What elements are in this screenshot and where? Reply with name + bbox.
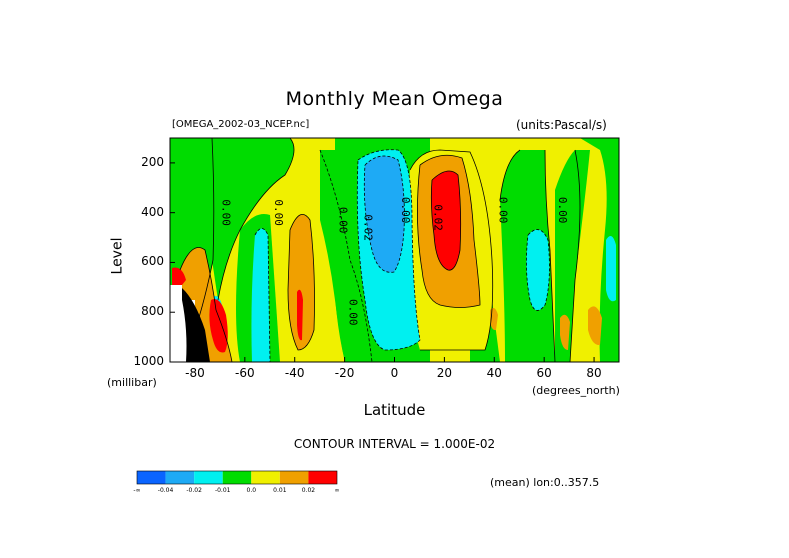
x-tick-label: 40 [486, 366, 502, 380]
colorbar-label: -0.01 [215, 487, 231, 494]
tick-marks [170, 162, 595, 363]
colorbar-frame [136, 470, 338, 485]
y-tick-label: 600 [141, 254, 164, 269]
colorbar: -∞ -0.04 -0.02 -0.01 0.0 0.01 0.02 ∞ [133, 470, 340, 494]
contour-label: 0.00 [496, 197, 509, 224]
file-label: [OMEGA_2002-03_NCEP.nc] [172, 119, 310, 130]
contour-region [555, 150, 590, 362]
x-axis-label: Latitude [363, 401, 426, 419]
contour-interval-label: CONTOUR INTERVAL = 1.000E-02 [293, 437, 496, 451]
contour-region [172, 267, 186, 290]
contour-fill-layer [170, 138, 619, 362]
chart-title: Monthly Mean Omega [285, 88, 504, 110]
colorbar-label: 0.02 [302, 487, 316, 494]
contour-labels: 0.00 0.00 0.00 0.02 0.00 0.02 0.00 0.00 0.00 [219, 197, 569, 326]
contour-region [560, 314, 570, 350]
contour-region [195, 138, 294, 300]
x-tick-label: -40 [284, 366, 305, 380]
y-axis-unit: (millibar) [107, 376, 157, 389]
x-tick-label: 20 [436, 366, 453, 380]
contour-region [364, 156, 405, 273]
units-label: (units:Pascal/s) [516, 118, 607, 132]
y-tick-label: 200 [141, 154, 164, 169]
colorbar-swatch [308, 471, 337, 484]
contour-region [431, 171, 461, 271]
contour-region [251, 228, 270, 362]
contour-region [288, 214, 315, 350]
x-tick-label: 80 [586, 366, 602, 380]
contour-label: 0.00 [337, 207, 350, 234]
contour-label: 0.02 [362, 214, 375, 241]
contour-region [588, 306, 602, 346]
y-tick-label: 800 [141, 304, 164, 319]
colorbar-swatch [165, 471, 195, 484]
x-tick-label: 60 [536, 366, 552, 380]
colorbar-label: 0.0 [247, 487, 257, 494]
terrain-block [182, 288, 210, 362]
colorbar-swatch [251, 471, 280, 484]
contour-region [209, 299, 228, 353]
contour-region [297, 289, 303, 341]
contour-label: 0.00 [347, 299, 360, 326]
y-tick-label: 1000 [133, 354, 164, 368]
contour-label: 0.00 [399, 197, 412, 224]
contour-region [526, 229, 550, 311]
x-axis-unit: (degrees_north) [532, 384, 620, 397]
contour-label: 0.00 [219, 199, 232, 226]
x-tick-label: -20 [334, 366, 355, 380]
contour-label: 0.02 [431, 204, 444, 231]
y-tick-label: 400 [141, 204, 164, 219]
mean-lon-label: (mean) lon:0..357.5 [490, 476, 600, 489]
contour-region [606, 236, 616, 302]
contour-region [580, 138, 619, 362]
x-tick-label: 0 [390, 366, 399, 380]
colorbar-label: -0.04 [158, 487, 174, 494]
colorbar-swatch [222, 471, 252, 484]
colorbar-label: -0.02 [186, 487, 202, 494]
colorbar-label: 0.01 [273, 487, 287, 494]
contour-label: 0.00 [556, 197, 569, 224]
x-tick-label: -80 [185, 366, 205, 380]
contour-lines [179, 138, 581, 362]
colorbar-swatch [137, 471, 166, 484]
colorbar-label: -∞ [133, 487, 140, 494]
colorbar-label: ∞ [335, 487, 340, 494]
contour-label: 0.00 [272, 199, 285, 226]
colorbar-swatch [194, 471, 223, 484]
colorbar-swatch [279, 471, 309, 484]
x-tick-label: -60 [235, 366, 255, 380]
